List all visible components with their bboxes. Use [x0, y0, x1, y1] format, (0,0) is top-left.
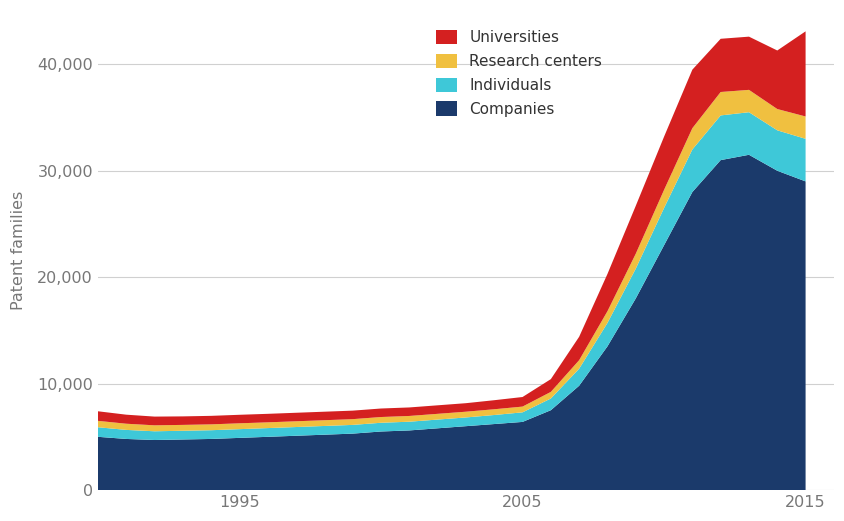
Legend: Universities, Research centers, Individuals, Companies: Universities, Research centers, Individu… — [429, 23, 608, 123]
Y-axis label: Patent families: Patent families — [11, 191, 26, 310]
